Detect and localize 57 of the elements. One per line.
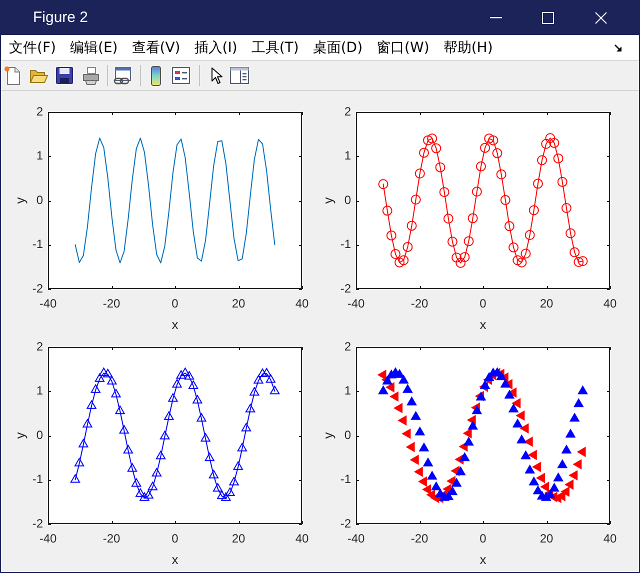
y-tick-label: -2 bbox=[340, 516, 352, 530]
y-tick-label: 1 bbox=[36, 384, 44, 398]
y-axis-title: y bbox=[12, 432, 28, 439]
y-tick-label: -1 bbox=[340, 237, 352, 252]
y-tick-label: -1 bbox=[32, 237, 44, 252]
y-tick-label: 2 bbox=[344, 339, 352, 354]
x-tick-label: -20 bbox=[102, 296, 120, 311]
y-tick-label: 2 bbox=[344, 104, 352, 118]
y-axis-title: y bbox=[12, 196, 28, 204]
x-tick-label: -40 bbox=[347, 296, 365, 311]
x-tick-label: 20 bbox=[232, 532, 246, 546]
x-tick-label: -20 bbox=[102, 532, 120, 546]
x-tick-label: -40 bbox=[347, 532, 365, 546]
x-axis-title: x bbox=[172, 316, 179, 332]
text: 编辑(E) bbox=[70, 39, 118, 57]
y-tick-label: 1 bbox=[36, 148, 44, 163]
x-tick-label: 0 bbox=[480, 532, 487, 546]
x-axis-title: x bbox=[172, 552, 179, 567]
y-tick-label: 1 bbox=[344, 148, 352, 163]
x-tick-label: -20 bbox=[410, 532, 428, 546]
text: 帮助(H) bbox=[443, 39, 493, 57]
y-tick-label: 2 bbox=[36, 104, 44, 118]
x-tick-label: 0 bbox=[172, 532, 179, 546]
x-tick-label: -20 bbox=[410, 296, 428, 311]
text: 文件(F) bbox=[9, 39, 56, 57]
x-tick-label: 0 bbox=[480, 296, 487, 311]
text: 桌面(D) bbox=[312, 39, 363, 57]
text: 工具(T) bbox=[251, 39, 299, 57]
x-tick-label: 20 bbox=[232, 296, 246, 311]
text: Figure 2 bbox=[33, 9, 88, 26]
y-tick-label: -2 bbox=[32, 516, 44, 530]
y-tick-label: -1 bbox=[340, 472, 352, 486]
y-tick-label: -2 bbox=[340, 281, 352, 296]
text: 插入(I) bbox=[194, 39, 238, 57]
x-tick-label: -40 bbox=[39, 532, 57, 546]
y-tick-label: 0 bbox=[344, 192, 352, 207]
x-tick-label: 40 bbox=[603, 296, 617, 311]
y-tick-label: 2 bbox=[36, 339, 44, 354]
y-tick-label: 0 bbox=[344, 428, 352, 442]
text: 窗口(W) bbox=[376, 39, 430, 57]
y-axis-title: y bbox=[320, 432, 336, 439]
x-tick-label: 20 bbox=[540, 296, 554, 311]
y-tick-label: 0 bbox=[36, 192, 44, 207]
x-tick-label: 20 bbox=[540, 532, 554, 546]
x-tick-label: 40 bbox=[295, 532, 309, 546]
y-tick-label: -2 bbox=[32, 281, 44, 296]
y-axis-title: y bbox=[320, 196, 336, 204]
x-tick-label: 0 bbox=[172, 296, 179, 311]
text: 查看(V) bbox=[132, 39, 180, 57]
x-tick-label: -40 bbox=[39, 296, 57, 311]
x-axis-title: x bbox=[480, 552, 487, 567]
y-tick-label: 1 bbox=[344, 384, 352, 398]
x-tick-label: 40 bbox=[603, 532, 617, 546]
x-axis-title: x bbox=[480, 316, 487, 332]
y-tick-label: 0 bbox=[36, 428, 44, 442]
y-tick-label: -1 bbox=[32, 472, 44, 486]
x-tick-label: 40 bbox=[295, 296, 309, 311]
